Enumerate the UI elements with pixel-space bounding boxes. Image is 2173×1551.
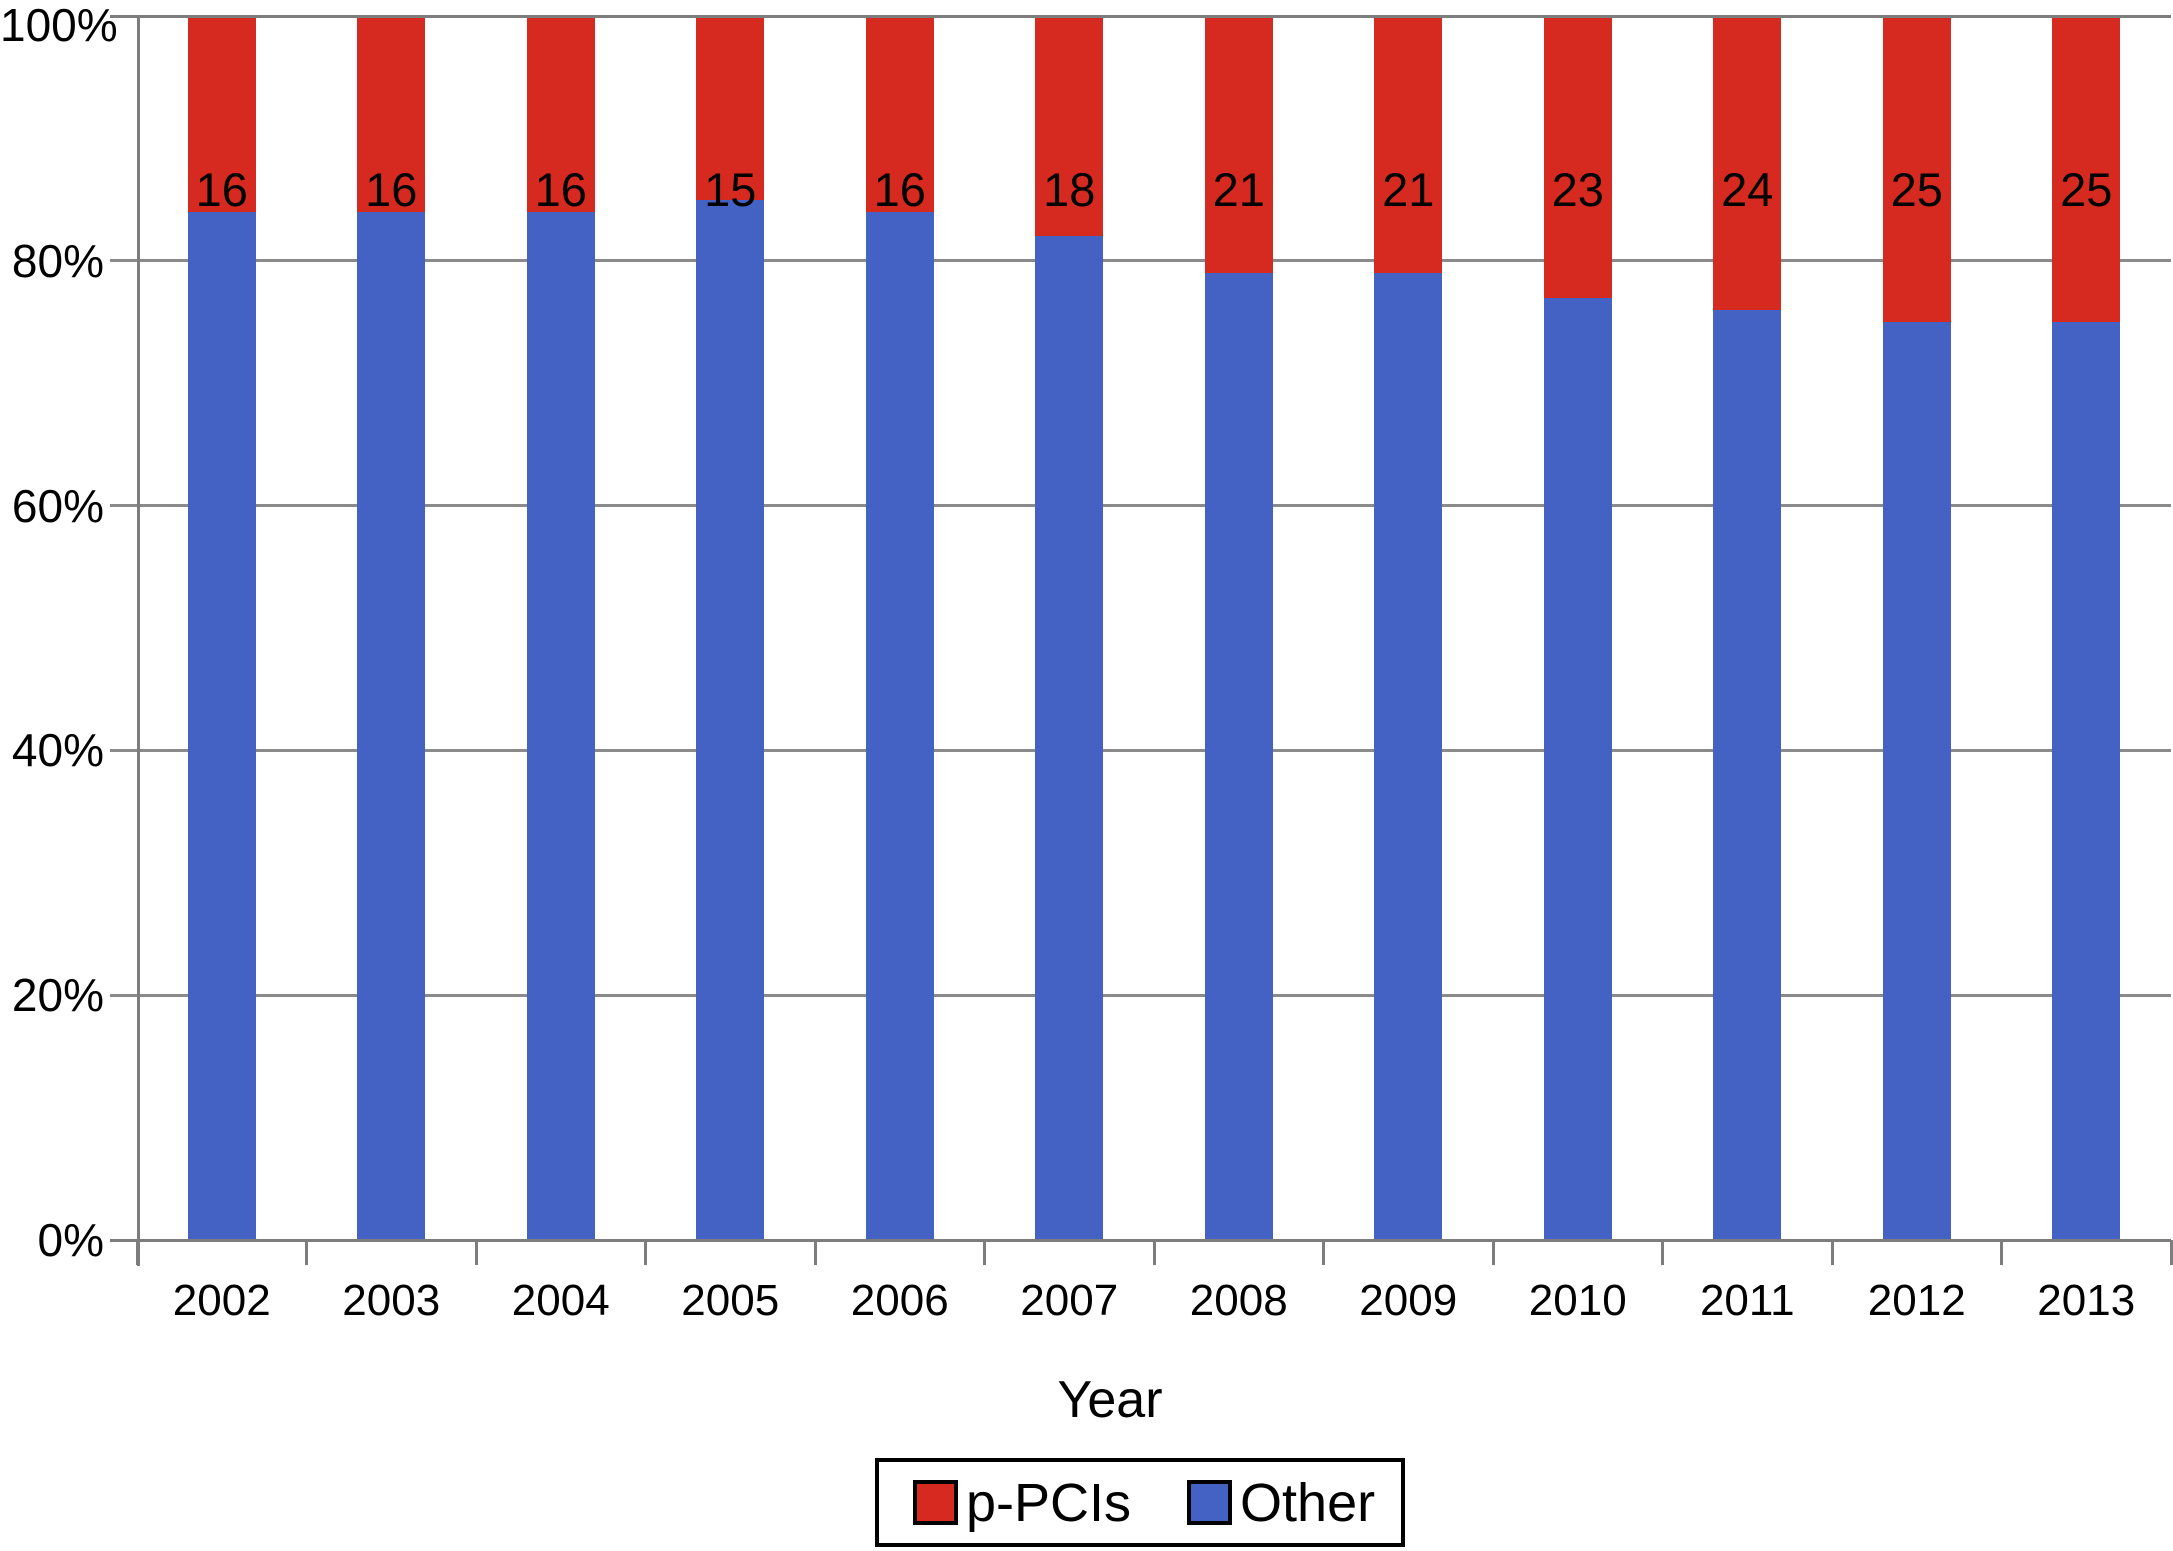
- bar-segment-other-2003: [357, 212, 425, 1240]
- stacked-bar-chart-figure: 100% 80% 60% 40% 20% 0% 16 2002 16 2003 16 2004 15 20…: [0, 0, 2173, 1551]
- legend-item-ppcis: p-PCIs: [913, 1476, 1131, 1530]
- x-axis-tick-label: 2008: [1154, 1278, 1324, 1324]
- y-axis-tick-label: 80%: [0, 237, 104, 285]
- x-axis-tick: [2170, 1240, 2173, 1265]
- x-axis-tick: [305, 1240, 308, 1265]
- x-axis-tick: [1153, 1240, 1156, 1265]
- x-axis-tick-label: 2005: [645, 1278, 815, 1324]
- x-axis-tick-label: 2012: [1832, 1278, 2002, 1324]
- bar-segment-ppcis-2009: [1374, 16, 1442, 273]
- bar-value-label: 25: [1857, 166, 1977, 214]
- bar-value-label: 25: [2026, 166, 2146, 214]
- bar-segment-ppcis-2010: [1544, 16, 1612, 298]
- bar-value-label: 16: [331, 166, 451, 214]
- legend-swatch-other-icon: [1187, 1480, 1232, 1525]
- x-axis-tick: [2000, 1240, 2003, 1265]
- x-axis-tick-label: 2011: [1662, 1278, 1832, 1324]
- x-axis-tick: [1492, 1240, 1495, 1265]
- bar-value-label: 21: [1348, 166, 1468, 214]
- bar-segment-other-2004: [527, 212, 595, 1240]
- legend: p-PCIs Other: [875, 1458, 1405, 1547]
- bar-segment-other-2008: [1205, 273, 1273, 1240]
- x-axis-tick: [644, 1240, 647, 1265]
- bar-segment-other-2013: [2052, 322, 2120, 1240]
- bar-value-label: 18: [1009, 166, 1129, 214]
- bar-segment-other-2009: [1374, 273, 1442, 1240]
- bar-segment-other-2011: [1713, 310, 1781, 1240]
- bar-segment-ppcis-2008: [1205, 16, 1273, 273]
- x-axis-tick: [983, 1240, 986, 1265]
- bar-segment-other-2002: [188, 212, 256, 1240]
- bar-value-label: 16: [840, 166, 960, 214]
- y-axis-tick-label: 60%: [0, 482, 104, 530]
- x-axis-tick-label: 2006: [815, 1278, 985, 1324]
- bar-value-label: 16: [501, 166, 621, 214]
- bar-segment-other-2010: [1544, 298, 1612, 1240]
- x-axis-tick-label: 2002: [137, 1278, 307, 1324]
- bar-segment-other-2005: [696, 200, 764, 1240]
- x-axis-tick: [1831, 1240, 1834, 1265]
- x-axis-tick: [1661, 1240, 1664, 1265]
- x-axis-tick: [814, 1240, 817, 1265]
- bar-segment-other-2007: [1035, 236, 1103, 1240]
- bar-value-label: 24: [1687, 166, 1807, 214]
- legend-label-other: Other: [1240, 1476, 1375, 1530]
- x-axis-tick-label: 2007: [984, 1278, 1154, 1324]
- y-axis-line: [137, 16, 140, 1266]
- bar-value-label: 16: [162, 166, 282, 214]
- x-axis-tick-label: 2004: [476, 1278, 646, 1324]
- bar-value-label: 23: [1518, 166, 1638, 214]
- y-axis-tick-label: 100%: [0, 1, 104, 49]
- legend-swatch-ppcis-icon: [913, 1480, 958, 1525]
- bar-value-label: 21: [1179, 166, 1299, 214]
- x-axis-line: [110, 1239, 2171, 1242]
- x-axis-tick-label: 2010: [1493, 1278, 1663, 1324]
- gridline-100: [110, 15, 2171, 18]
- x-axis-title: Year: [860, 1374, 1360, 1426]
- bar-segment-other-2012: [1883, 322, 1951, 1240]
- x-axis-tick-label: 2009: [1323, 1278, 1493, 1324]
- y-axis-tick-label: 0%: [0, 1216, 104, 1264]
- y-axis-tick-label: 20%: [0, 971, 104, 1019]
- bar-segment-other-2006: [866, 212, 934, 1240]
- x-axis-tick: [1322, 1240, 1325, 1265]
- x-axis-tick-label: 2003: [306, 1278, 476, 1324]
- bar-value-label: 15: [670, 166, 790, 214]
- x-axis-tick: [136, 1240, 139, 1265]
- legend-item-other: Other: [1187, 1476, 1375, 1530]
- y-axis-tick-label: 40%: [0, 726, 104, 774]
- plot-area: 100% 80% 60% 40% 20% 0% 16 2002 16 2003 16 2004 15 20…: [0, 0, 2173, 1551]
- x-axis-tick: [475, 1240, 478, 1265]
- legend-label-ppcis: p-PCIs: [966, 1476, 1131, 1530]
- x-axis-tick-label: 2013: [2001, 1278, 2171, 1324]
